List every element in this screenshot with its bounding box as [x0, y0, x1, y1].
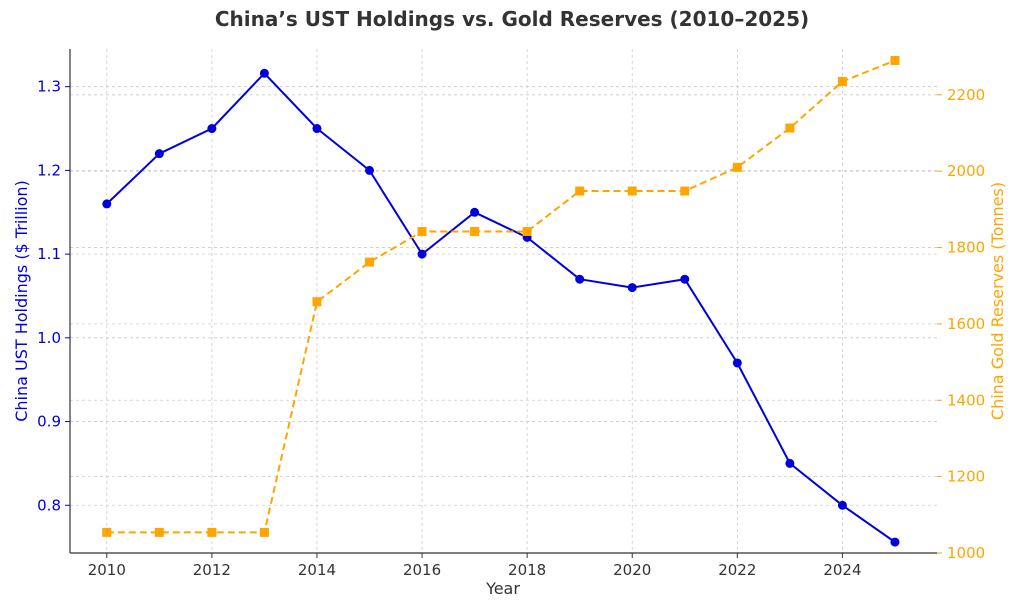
ust-holdings-point: [575, 274, 585, 284]
ust-holdings-point: [259, 68, 269, 78]
ust-holdings-point: [312, 124, 322, 134]
x-tick-label: 2020: [613, 561, 651, 579]
ust-holdings-point: [102, 199, 112, 209]
ust-holdings-point: [785, 458, 795, 468]
y-right-tick-label: 1000: [947, 544, 985, 562]
gold-reserves-point: [680, 186, 690, 196]
ust-holdings-point: [417, 249, 427, 259]
y-axis-right-label: China Gold Reserves (Tonnes): [988, 182, 1007, 420]
gold-reserves-point: [470, 227, 480, 237]
x-tick-label: 2024: [823, 561, 861, 579]
x-tick-label: 2010: [88, 561, 126, 579]
axes: [69, 49, 937, 554]
gold-reserves-point: [732, 162, 742, 172]
x-tick-label: 2016: [403, 561, 441, 579]
y-axis-left-label: China UST Holdings ($ Trillion): [12, 180, 31, 422]
ust-holdings-point: [732, 358, 742, 368]
gold-reserves-point: [837, 76, 847, 86]
gold-reserves-point: [522, 227, 532, 237]
ust-holdings-point: [890, 537, 900, 547]
y-left-tick-label: 1.0: [37, 329, 61, 347]
y-right-tick-label: 2000: [947, 162, 985, 180]
ticks: 2010 2012 2014 2016 2018 2020 2022 2024 0.8 0.9 1.…: [37, 78, 985, 579]
ust-holdings-point: [627, 283, 637, 293]
ust-holdings-point: [470, 207, 480, 217]
x-tick-label: 2012: [193, 561, 231, 579]
ust-holdings-point: [837, 500, 847, 510]
ust-holdings-point: [207, 124, 217, 134]
ust-holdings-point: [680, 274, 690, 284]
y-right-tick-label: 1600: [947, 315, 985, 333]
y-left-tick-label: 1.1: [37, 245, 61, 263]
y-right-tick-label: 2200: [947, 86, 985, 104]
gold-reserves-point: [627, 186, 637, 196]
y-left-tick-label: 0.9: [37, 413, 61, 431]
gold-reserves-point: [890, 55, 900, 65]
y-left-tick-label: 0.8: [37, 496, 61, 514]
series-line-gold: [106, 59, 896, 534]
gold-reserves-point: [365, 257, 375, 267]
gold-reserves-point: [154, 527, 164, 537]
y-left-tick-label: 1.3: [37, 78, 61, 96]
gold-reserves-point: [575, 186, 585, 196]
gold-reserves-point: [207, 527, 217, 537]
grid: [70, 49, 937, 554]
series-line-ust: [106, 72, 896, 543]
gold-reserves-point: [259, 527, 269, 537]
y-left-tick-label: 1.2: [37, 161, 61, 179]
x-tick-label: 2014: [298, 561, 336, 579]
x-tick-label: 2022: [718, 561, 756, 579]
series-layer: [102, 55, 900, 547]
y-right-tick-label: 1200: [947, 468, 985, 486]
gold-reserves-point: [102, 527, 112, 537]
y-right-tick-label: 1400: [947, 391, 985, 409]
gold-reserves-point: [417, 227, 427, 237]
chart-title: China’s UST Holdings vs. Gold Reserves (…: [215, 7, 809, 31]
y-right-tick-label: 1800: [947, 239, 985, 257]
ust-holdings-point: [154, 149, 164, 159]
x-axis-label: Year: [485, 579, 520, 598]
x-tick-label: 2018: [508, 561, 546, 579]
ust-holdings-point: [365, 165, 375, 175]
gold-reserves-point: [785, 123, 795, 133]
gold-reserves-point: [312, 297, 322, 307]
